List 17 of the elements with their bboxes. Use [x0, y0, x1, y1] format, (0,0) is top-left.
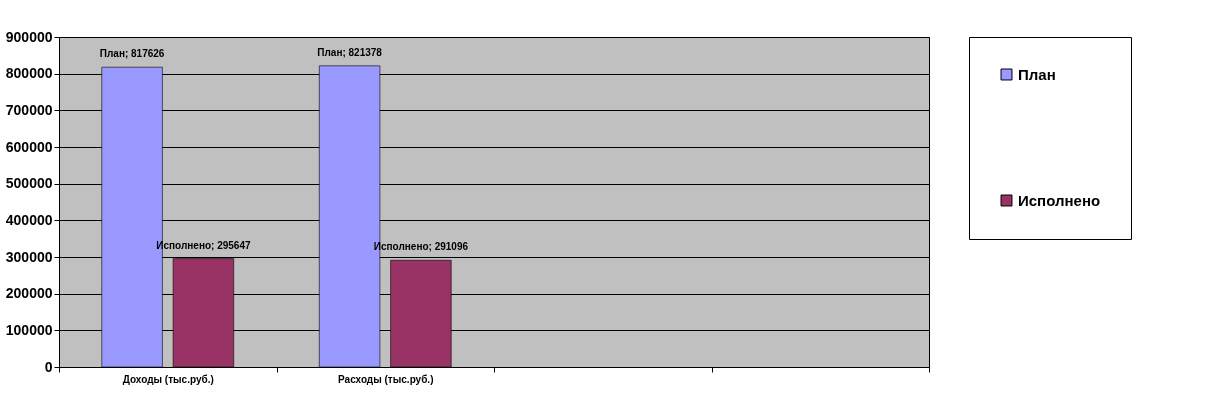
x-tick-label: Расходы (тыс.руб.) [338, 373, 434, 385]
legend-label: Исполнено [1018, 191, 1101, 209]
data-label: Исполнено; 291096 [373, 241, 469, 253]
legend-label: План [1018, 65, 1056, 83]
data-label: План; 817626 [99, 48, 165, 60]
y-tick-label: 500000 [5, 175, 53, 192]
y-tick-label: 0 [44, 358, 53, 375]
y-tick-label: 300000 [5, 248, 53, 265]
data-label: План; 821378 [317, 46, 383, 58]
y-tick-label: 200000 [5, 285, 53, 302]
y-tick-label: 900000 [5, 28, 53, 45]
y-tick-label: 600000 [5, 138, 53, 155]
x-tick-label: Доходы (тыс.руб.) [122, 373, 214, 385]
y-tick-label: 800000 [5, 65, 53, 82]
y-tick-label: 100000 [5, 321, 53, 338]
y-tick-label: 700000 [5, 101, 53, 118]
y-tick-label: 400000 [5, 211, 53, 228]
